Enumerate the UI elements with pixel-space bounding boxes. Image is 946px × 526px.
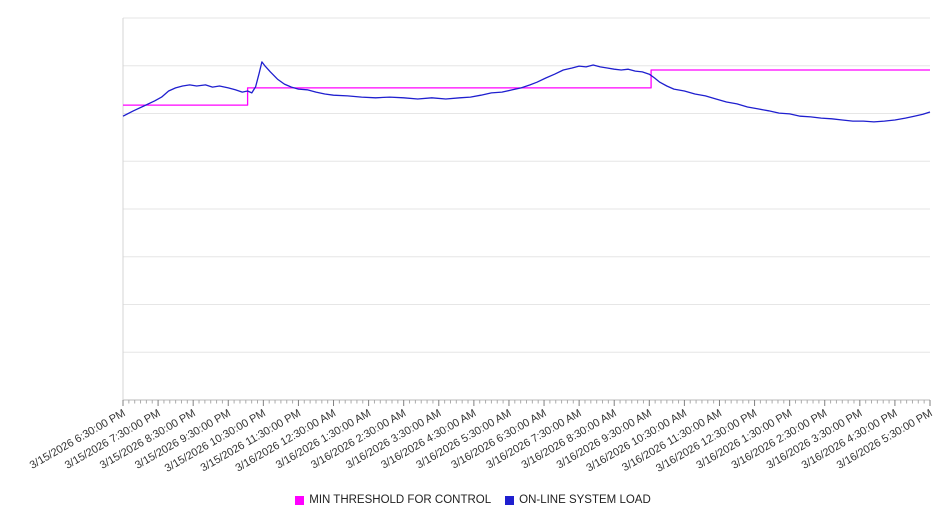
chart-canvas: 3/15/2026 6:30:00 PM3/15/2026 7:30:00 PM… <box>28 17 935 475</box>
series-min-threshold-for-control <box>123 69 930 106</box>
series-on-line-system-load <box>122 61 931 123</box>
legend-swatch-system-load-icon <box>505 495 515 505</box>
legend-label-min-threshold: MIN THRESHOLD FOR CONTROL <box>309 494 492 506</box>
legend-item-min-threshold-for-control: MIN THRESHOLD FOR CONTROL <box>295 494 491 506</box>
legend-swatch-min-threshold-icon <box>295 495 305 505</box>
chart-legend: MIN THRESHOLD FOR CONTROL ON-LINE SYSTEM… <box>0 494 946 506</box>
legend-label-system-load: ON-LINE SYSTEM LOAD <box>519 494 651 506</box>
legend-item-on-line-system-load: ON-LINE SYSTEM LOAD <box>505 494 651 506</box>
